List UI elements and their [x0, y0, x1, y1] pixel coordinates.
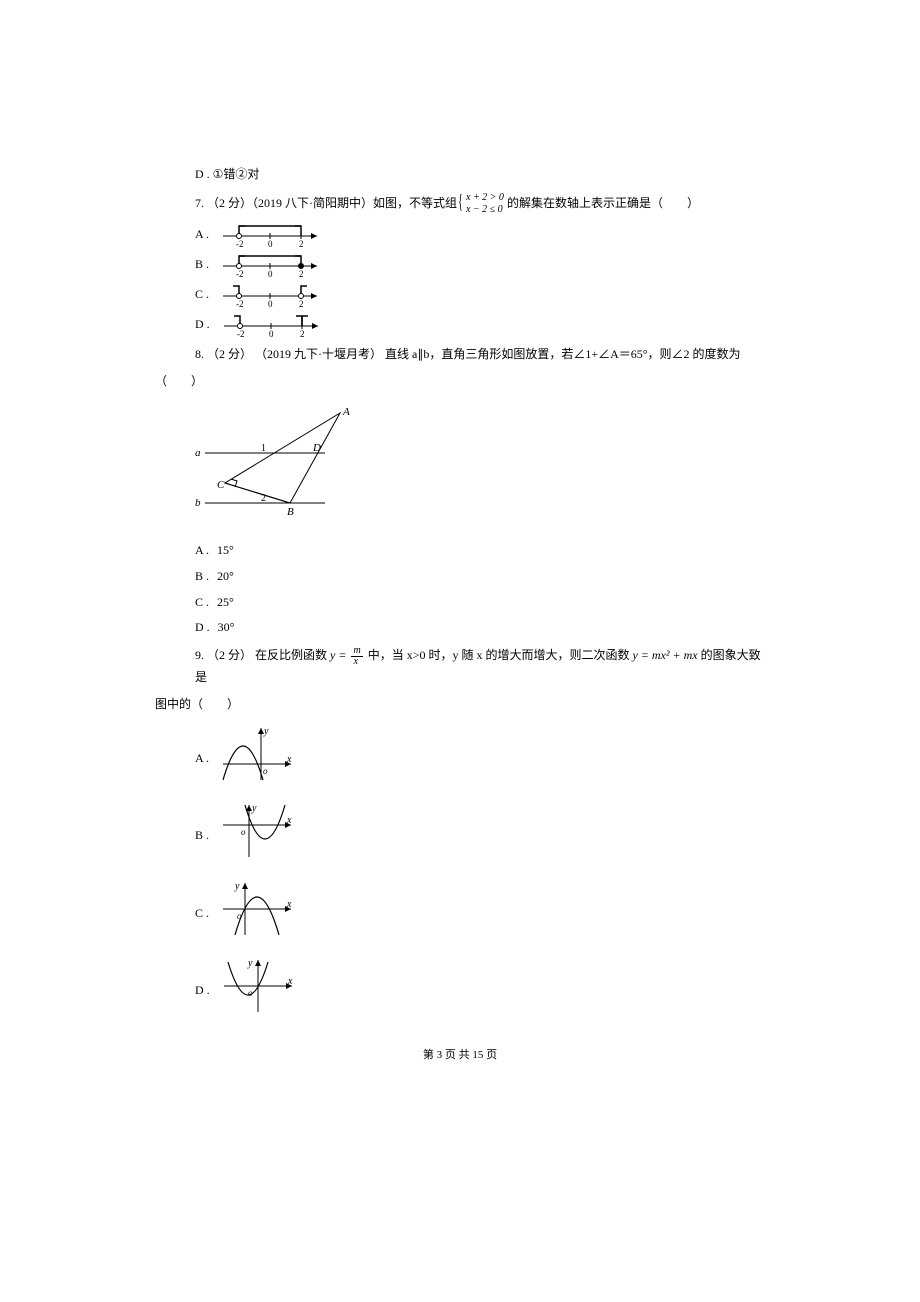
q9-option-c: C . x y o: [195, 877, 765, 951]
q9-stem-mid: 中，当 x>0 时，y 随 x 的增大而增大，则二次函数: [368, 648, 630, 662]
q8-option-b: B . 20°: [195, 566, 765, 588]
q8-optD-letter: D .: [195, 617, 210, 639]
number-line-d: -2 0 2: [218, 312, 328, 338]
q7-option-a: A . -2 0 2: [195, 222, 765, 248]
svg-text:C: C: [217, 479, 225, 491]
q9-stem: 9. （2 分） 在反比例函数 y = m x 中，当 x>0 时，y 随 x …: [195, 645, 765, 688]
svg-text:x: x: [287, 976, 293, 987]
svg-text:A: A: [342, 406, 350, 418]
svg-text:x: x: [286, 899, 292, 910]
q7-sys-line2: x − 2 ≤ 0: [464, 204, 504, 216]
q7-optA-letter: A .: [195, 224, 209, 246]
document-page: D . ①错②对 7. （2 分）（2019 八下·简阳期中）如图，不等式组 x…: [0, 0, 920, 1066]
q9-func2: y = mx² + mx: [632, 648, 697, 662]
q7-system: x + 2 > 0 x − 2 ≤ 0: [464, 192, 504, 216]
q9-func1-lhs: y =: [330, 648, 346, 662]
q8-figure: a b A D C B 1 2: [195, 403, 765, 531]
q9-option-b: B . x y o: [195, 799, 765, 873]
svg-text:D: D: [312, 442, 321, 454]
q8-optB-text: 20°: [217, 566, 234, 588]
q8-optB-letter: B .: [195, 566, 209, 588]
svg-text:B: B: [287, 506, 294, 518]
q9-func1-den: x: [351, 657, 362, 667]
q8-optA-text: 15°: [217, 540, 234, 562]
page-footer: 第 3 页 共 15 页: [155, 1046, 765, 1066]
svg-text:0: 0: [268, 269, 273, 278]
q7-stem-prefix: 7. （2 分）（2019 八下·简阳期中）如图，不等式组: [195, 195, 460, 209]
parabola-d: x y o: [218, 956, 298, 1018]
q9-stem-prefix: 9. （2 分） 在反比例函数: [195, 648, 327, 662]
svg-text:0: 0: [268, 299, 273, 308]
svg-text:y: y: [251, 803, 257, 814]
svg-text:y: y: [234, 881, 240, 892]
svg-text:2: 2: [261, 493, 266, 504]
q7-option-b: B . -2 0 2: [195, 252, 765, 278]
svg-text:0: 0: [269, 329, 274, 338]
q9-stem-tail: 图中的（ ）: [155, 694, 765, 716]
q9-optC-letter: C .: [195, 903, 209, 925]
q7-option-d: D . -2 0 2: [195, 312, 765, 338]
svg-text:o: o: [263, 766, 268, 776]
number-line-b: -2 0 2: [217, 252, 327, 278]
parabola-b: x y o: [217, 801, 297, 863]
number-line-a: -2 0 2: [217, 222, 327, 248]
q8-option-c: C . 25°: [195, 592, 765, 614]
svg-text:-2: -2: [236, 239, 244, 248]
number-line-c: -2 0 2: [217, 282, 327, 308]
svg-text:-2: -2: [236, 269, 244, 278]
q7-sys-line1: x + 2 > 0: [464, 192, 504, 204]
q8-option-d: D . 30°: [195, 617, 765, 639]
q6-option-d: D . ①错②对: [195, 164, 765, 186]
svg-text:b: b: [195, 497, 201, 509]
q8-optC-letter: C .: [195, 592, 209, 614]
q9-func1-num: m: [351, 646, 362, 657]
q9-optD-letter: D .: [195, 980, 210, 1002]
q7-optC-letter: C .: [195, 284, 209, 306]
q9-option-d: D . x y o: [195, 954, 765, 1028]
q8-optC-text: 25°: [217, 592, 234, 614]
q7-optB-letter: B .: [195, 254, 209, 276]
q8-optA-letter: A .: [195, 540, 209, 562]
svg-text:o: o: [241, 827, 246, 837]
svg-text:-2: -2: [237, 329, 245, 338]
parabola-a: x y o: [217, 724, 297, 786]
svg-text:1: 1: [261, 443, 266, 454]
q9-optB-letter: B .: [195, 825, 209, 847]
svg-text:2: 2: [299, 269, 304, 278]
q8-optD-text: 30°: [218, 617, 235, 639]
q7-stem: 7. （2 分）（2019 八下·简阳期中）如图，不等式组 x + 2 > 0 …: [195, 192, 765, 216]
svg-text:2: 2: [300, 329, 305, 338]
parabola-c: x y o: [217, 879, 297, 941]
svg-text:x: x: [286, 815, 292, 826]
svg-text:y: y: [247, 958, 253, 969]
svg-text:2: 2: [299, 299, 304, 308]
q9-func1-frac: m x: [351, 646, 362, 667]
svg-text:-2: -2: [236, 299, 244, 308]
svg-text:x: x: [286, 754, 292, 765]
q7-optD-letter: D .: [195, 314, 210, 336]
svg-text:y: y: [263, 726, 269, 737]
svg-text:0: 0: [268, 239, 273, 248]
q8-stem-line2: （ ）: [155, 371, 765, 393]
q8-option-a: A . 15°: [195, 540, 765, 562]
q9-optA-letter: A .: [195, 748, 209, 770]
svg-text:a: a: [195, 447, 201, 459]
q7-stem-suffix: 的解集在数轴上表示正确是（ ）: [507, 195, 699, 209]
q7-option-c: C . -2 0 2: [195, 282, 765, 308]
q9-option-a: A . x y o: [195, 722, 765, 796]
svg-text:2: 2: [299, 239, 304, 248]
q8-stem-line1: 8. （2 分） （2019 九下·十堰月考） 直线 a∥b，直角三角形如图放置…: [195, 344, 765, 366]
